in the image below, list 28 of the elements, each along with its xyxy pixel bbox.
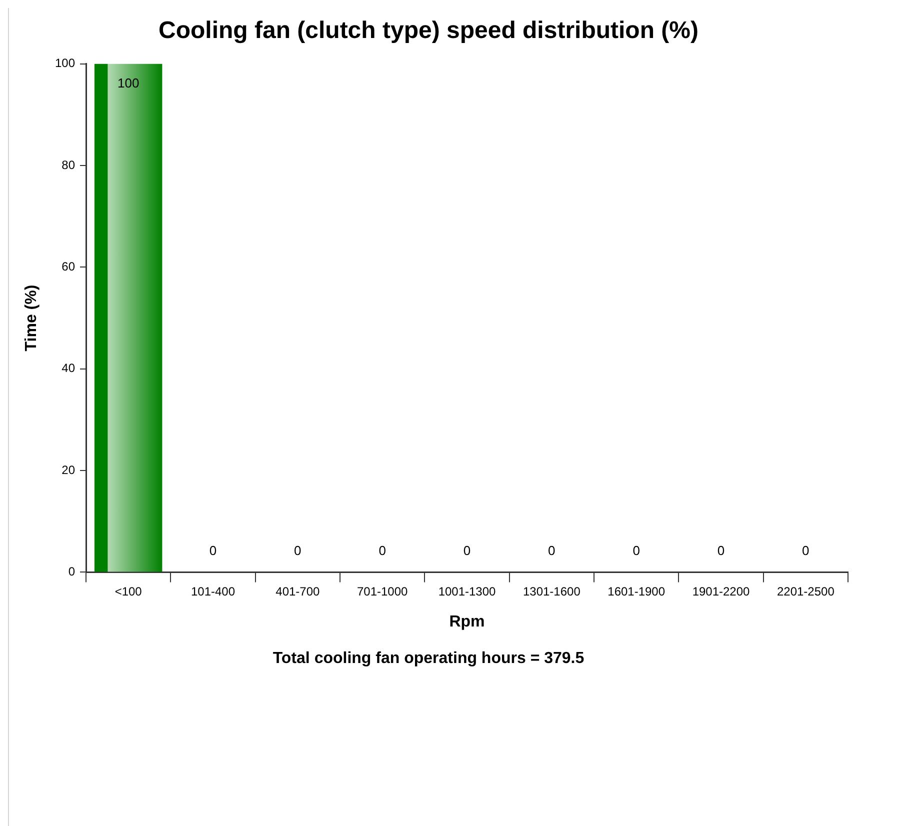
x-tick-label: 1301-1600 — [522, 584, 581, 599]
x-tick-label: 1901-2200 — [692, 584, 750, 599]
y-tick-label: 80 — [62, 158, 76, 172]
x-tick-label: 1001-1300 — [438, 584, 496, 599]
text: Total cooling fan operating hours = 379.5 — [272, 650, 584, 667]
y-tick-label: 0 — [68, 564, 76, 579]
chart-title: Cooling fan (clutch type) speed distribution (%) — [158, 17, 698, 44]
x-tick-label: 701-1000 — [356, 584, 408, 599]
data-label: 100 — [117, 75, 140, 90]
x-tick-label: 401-700 — [276, 584, 320, 599]
y-axis-title: Time (%) — [23, 284, 40, 352]
y-tick-label: 20 — [62, 462, 76, 477]
x-tick-label: 101-400 — [190, 584, 236, 599]
data-label: 0 — [548, 542, 556, 558]
data-label: 0 — [632, 542, 640, 558]
x-tick-label: 2201-2500 — [776, 584, 835, 599]
y-tick-label: 100 — [54, 56, 76, 70]
x-tick-label: 1601-1900 — [608, 584, 666, 599]
y-tick-label: 60 — [62, 259, 76, 274]
data-label: 0 — [294, 542, 302, 558]
data-label: 0 — [717, 542, 725, 558]
data-label: 0 — [378, 542, 386, 558]
data-label: 0 — [463, 542, 471, 558]
data-label: 0 — [802, 542, 810, 558]
x-tick-label: <100 — [114, 584, 142, 599]
x-axis-title: Rpm — [449, 614, 485, 631]
y-tick-label: 40 — [62, 361, 76, 376]
data-label: 0 — [209, 542, 217, 558]
